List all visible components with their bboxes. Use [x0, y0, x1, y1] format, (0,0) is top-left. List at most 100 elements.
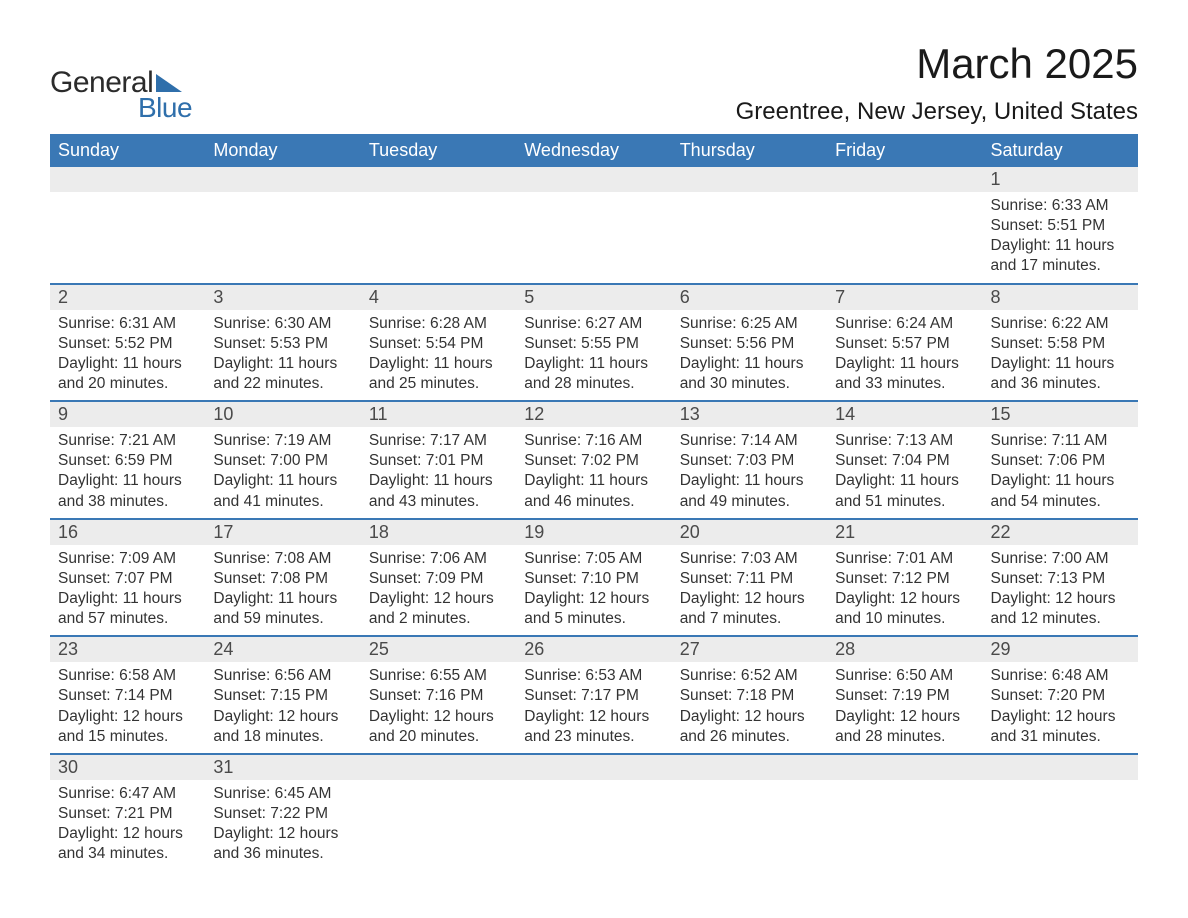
- day-number: 24: [205, 637, 360, 662]
- daylight-text: Daylight: 12 hours and 31 minutes.: [991, 707, 1130, 747]
- sunrise-text: Sunrise: 6:25 AM: [680, 314, 819, 334]
- day-cell: Sunrise: 6:45 AMSunset: 7:22 PMDaylight:…: [205, 780, 360, 871]
- sunrise-text: Sunrise: 7:14 AM: [680, 431, 819, 451]
- day-number: 5: [516, 285, 671, 310]
- sunrise-text: Sunrise: 7:16 AM: [524, 431, 663, 451]
- day-number: 29: [983, 637, 1138, 662]
- daylight-text: Daylight: 12 hours and 20 minutes.: [369, 707, 508, 747]
- day-number: 4: [361, 285, 516, 310]
- sunset-text: Sunset: 7:06 PM: [991, 451, 1130, 471]
- sunset-text: Sunset: 7:04 PM: [835, 451, 974, 471]
- daylight-text: Daylight: 12 hours and 2 minutes.: [369, 589, 508, 629]
- day-cell: [205, 192, 360, 212]
- sunset-text: Sunset: 7:02 PM: [524, 451, 663, 471]
- sunset-text: Sunset: 7:21 PM: [58, 804, 197, 824]
- day-number: 18: [361, 520, 516, 545]
- day-cell: Sunrise: 6:52 AMSunset: 7:18 PMDaylight:…: [672, 662, 827, 753]
- day-cell: Sunrise: 7:11 AMSunset: 7:06 PMDaylight:…: [983, 427, 1138, 518]
- header: General Blue March 2025 Greentree, New J…: [50, 40, 1138, 126]
- day-cell: [361, 192, 516, 212]
- day-number: 26: [516, 637, 671, 662]
- weekday-header: Wednesday: [516, 134, 671, 167]
- day-cell: Sunrise: 7:09 AMSunset: 7:07 PMDaylight:…: [50, 545, 205, 636]
- day-cell: [672, 192, 827, 212]
- day-cell: [983, 780, 1138, 800]
- day-number: [516, 755, 671, 780]
- day-content-row: Sunrise: 7:21 AMSunset: 6:59 PMDaylight:…: [50, 427, 1138, 518]
- sunrise-text: Sunrise: 7:03 AM: [680, 549, 819, 569]
- sunrise-text: Sunrise: 6:30 AM: [213, 314, 352, 334]
- logo-text-blue: Blue: [138, 92, 192, 124]
- day-number: 17: [205, 520, 360, 545]
- day-number-row: 16171819202122: [50, 518, 1138, 545]
- daylight-text: Daylight: 12 hours and 15 minutes.: [58, 707, 197, 747]
- sunrise-text: Sunrise: 6:33 AM: [991, 196, 1130, 216]
- day-number: 8: [983, 285, 1138, 310]
- day-cell: [827, 780, 982, 800]
- weekday-header: Sunday: [50, 134, 205, 167]
- daylight-text: Daylight: 11 hours and 22 minutes.: [213, 354, 352, 394]
- day-content-row: Sunrise: 6:31 AMSunset: 5:52 PMDaylight:…: [50, 310, 1138, 401]
- day-number: 28: [827, 637, 982, 662]
- day-content-row: Sunrise: 6:33 AMSunset: 5:51 PMDaylight:…: [50, 192, 1138, 283]
- day-number: 7: [827, 285, 982, 310]
- sunset-text: Sunset: 5:58 PM: [991, 334, 1130, 354]
- day-cell: Sunrise: 6:33 AMSunset: 5:51 PMDaylight:…: [983, 192, 1138, 283]
- day-cell: Sunrise: 7:21 AMSunset: 6:59 PMDaylight:…: [50, 427, 205, 518]
- sunset-text: Sunset: 7:19 PM: [835, 686, 974, 706]
- day-cell: Sunrise: 7:01 AMSunset: 7:12 PMDaylight:…: [827, 545, 982, 636]
- day-cell: Sunrise: 6:47 AMSunset: 7:21 PMDaylight:…: [50, 780, 205, 871]
- daylight-text: Daylight: 11 hours and 25 minutes.: [369, 354, 508, 394]
- day-number: 13: [672, 402, 827, 427]
- day-cell: Sunrise: 6:56 AMSunset: 7:15 PMDaylight:…: [205, 662, 360, 753]
- sunrise-text: Sunrise: 6:53 AM: [524, 666, 663, 686]
- day-number: 9: [50, 402, 205, 427]
- sunrise-text: Sunrise: 7:05 AM: [524, 549, 663, 569]
- sunset-text: Sunset: 7:20 PM: [991, 686, 1130, 706]
- day-number: 25: [361, 637, 516, 662]
- day-cell: Sunrise: 6:30 AMSunset: 5:53 PMDaylight:…: [205, 310, 360, 401]
- day-cell: Sunrise: 6:28 AMSunset: 5:54 PMDaylight:…: [361, 310, 516, 401]
- sunset-text: Sunset: 7:10 PM: [524, 569, 663, 589]
- sunrise-text: Sunrise: 7:21 AM: [58, 431, 197, 451]
- day-cell: Sunrise: 6:27 AMSunset: 5:55 PMDaylight:…: [516, 310, 671, 401]
- day-number-row: 1: [50, 167, 1138, 192]
- sunset-text: Sunset: 7:17 PM: [524, 686, 663, 706]
- sunrise-text: Sunrise: 6:27 AM: [524, 314, 663, 334]
- sunset-text: Sunset: 7:22 PM: [213, 804, 352, 824]
- sunset-text: Sunset: 5:55 PM: [524, 334, 663, 354]
- day-number: [50, 167, 205, 192]
- day-cell: Sunrise: 7:13 AMSunset: 7:04 PMDaylight:…: [827, 427, 982, 518]
- day-number-row: 2345678: [50, 283, 1138, 310]
- day-cell: Sunrise: 6:48 AMSunset: 7:20 PMDaylight:…: [983, 662, 1138, 753]
- sunrise-text: Sunrise: 7:06 AM: [369, 549, 508, 569]
- daylight-text: Daylight: 11 hours and 41 minutes.: [213, 471, 352, 511]
- day-number: 31: [205, 755, 360, 780]
- weekday-header-row: Sunday Monday Tuesday Wednesday Thursday…: [50, 134, 1138, 167]
- day-cell: Sunrise: 7:06 AMSunset: 7:09 PMDaylight:…: [361, 545, 516, 636]
- daylight-text: Daylight: 12 hours and 18 minutes.: [213, 707, 352, 747]
- sunrise-text: Sunrise: 7:11 AM: [991, 431, 1130, 451]
- day-content-row: Sunrise: 6:47 AMSunset: 7:21 PMDaylight:…: [50, 780, 1138, 871]
- sunrise-text: Sunrise: 6:31 AM: [58, 314, 197, 334]
- day-cell: Sunrise: 7:00 AMSunset: 7:13 PMDaylight:…: [983, 545, 1138, 636]
- sunset-text: Sunset: 5:53 PM: [213, 334, 352, 354]
- day-content-row: Sunrise: 6:58 AMSunset: 7:14 PMDaylight:…: [50, 662, 1138, 753]
- day-cell: Sunrise: 7:05 AMSunset: 7:10 PMDaylight:…: [516, 545, 671, 636]
- daylight-text: Daylight: 12 hours and 26 minutes.: [680, 707, 819, 747]
- day-number: [516, 167, 671, 192]
- daylight-text: Daylight: 11 hours and 36 minutes.: [991, 354, 1130, 394]
- sunset-text: Sunset: 7:18 PM: [680, 686, 819, 706]
- sunset-text: Sunset: 7:03 PM: [680, 451, 819, 471]
- weekday-header: Friday: [827, 134, 982, 167]
- day-cell: Sunrise: 6:53 AMSunset: 7:17 PMDaylight:…: [516, 662, 671, 753]
- sunset-text: Sunset: 7:01 PM: [369, 451, 508, 471]
- sunrise-text: Sunrise: 6:45 AM: [213, 784, 352, 804]
- day-number-row: 3031: [50, 753, 1138, 780]
- day-number: 11: [361, 402, 516, 427]
- day-number: 3: [205, 285, 360, 310]
- sunset-text: Sunset: 7:13 PM: [991, 569, 1130, 589]
- day-cell: [50, 192, 205, 212]
- sunrise-text: Sunrise: 6:47 AM: [58, 784, 197, 804]
- daylight-text: Daylight: 12 hours and 23 minutes.: [524, 707, 663, 747]
